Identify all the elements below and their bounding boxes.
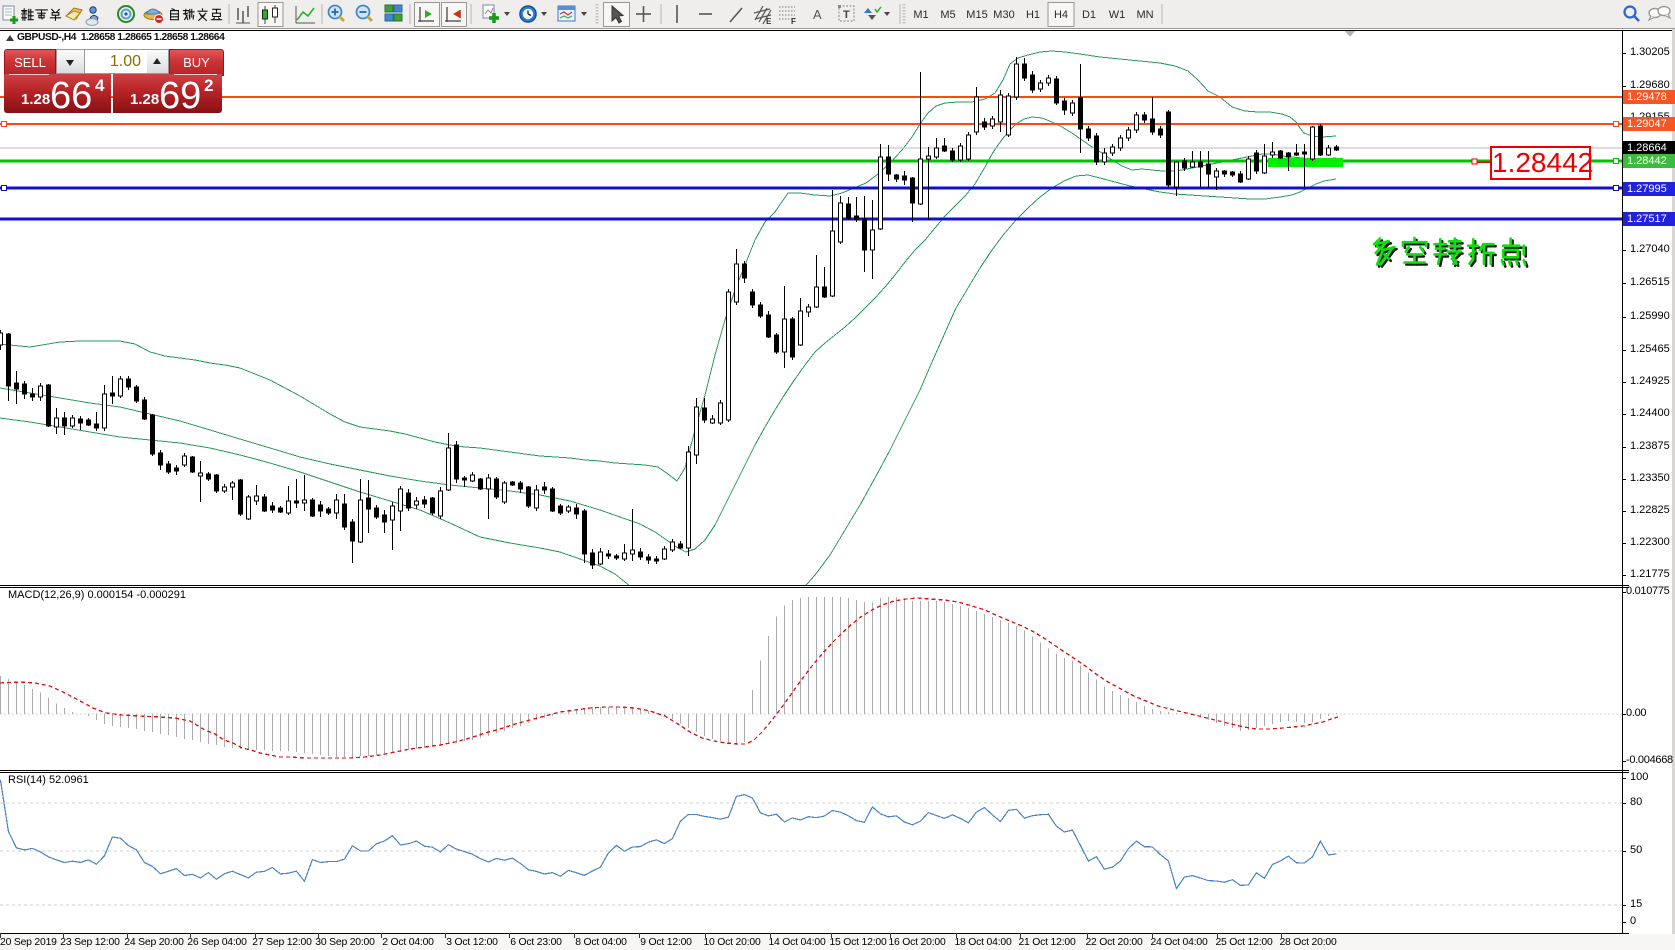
svg-text:H1: H1 xyxy=(1026,9,1040,21)
svg-text:MN: MN xyxy=(1136,9,1153,21)
svg-text:W1: W1 xyxy=(1109,9,1126,21)
svg-text:M1: M1 xyxy=(913,9,928,21)
svg-text:M30: M30 xyxy=(993,9,1014,21)
svg-text:M15: M15 xyxy=(966,9,987,21)
svg-text:T: T xyxy=(843,9,850,21)
svg-text:A: A xyxy=(813,7,822,22)
svg-text:E: E xyxy=(766,17,772,26)
svg-text:D1: D1 xyxy=(1082,9,1096,21)
svg-text:F: F xyxy=(791,17,796,26)
svg-text:M5: M5 xyxy=(940,9,955,21)
svg-text:H4: H4 xyxy=(1054,9,1068,21)
